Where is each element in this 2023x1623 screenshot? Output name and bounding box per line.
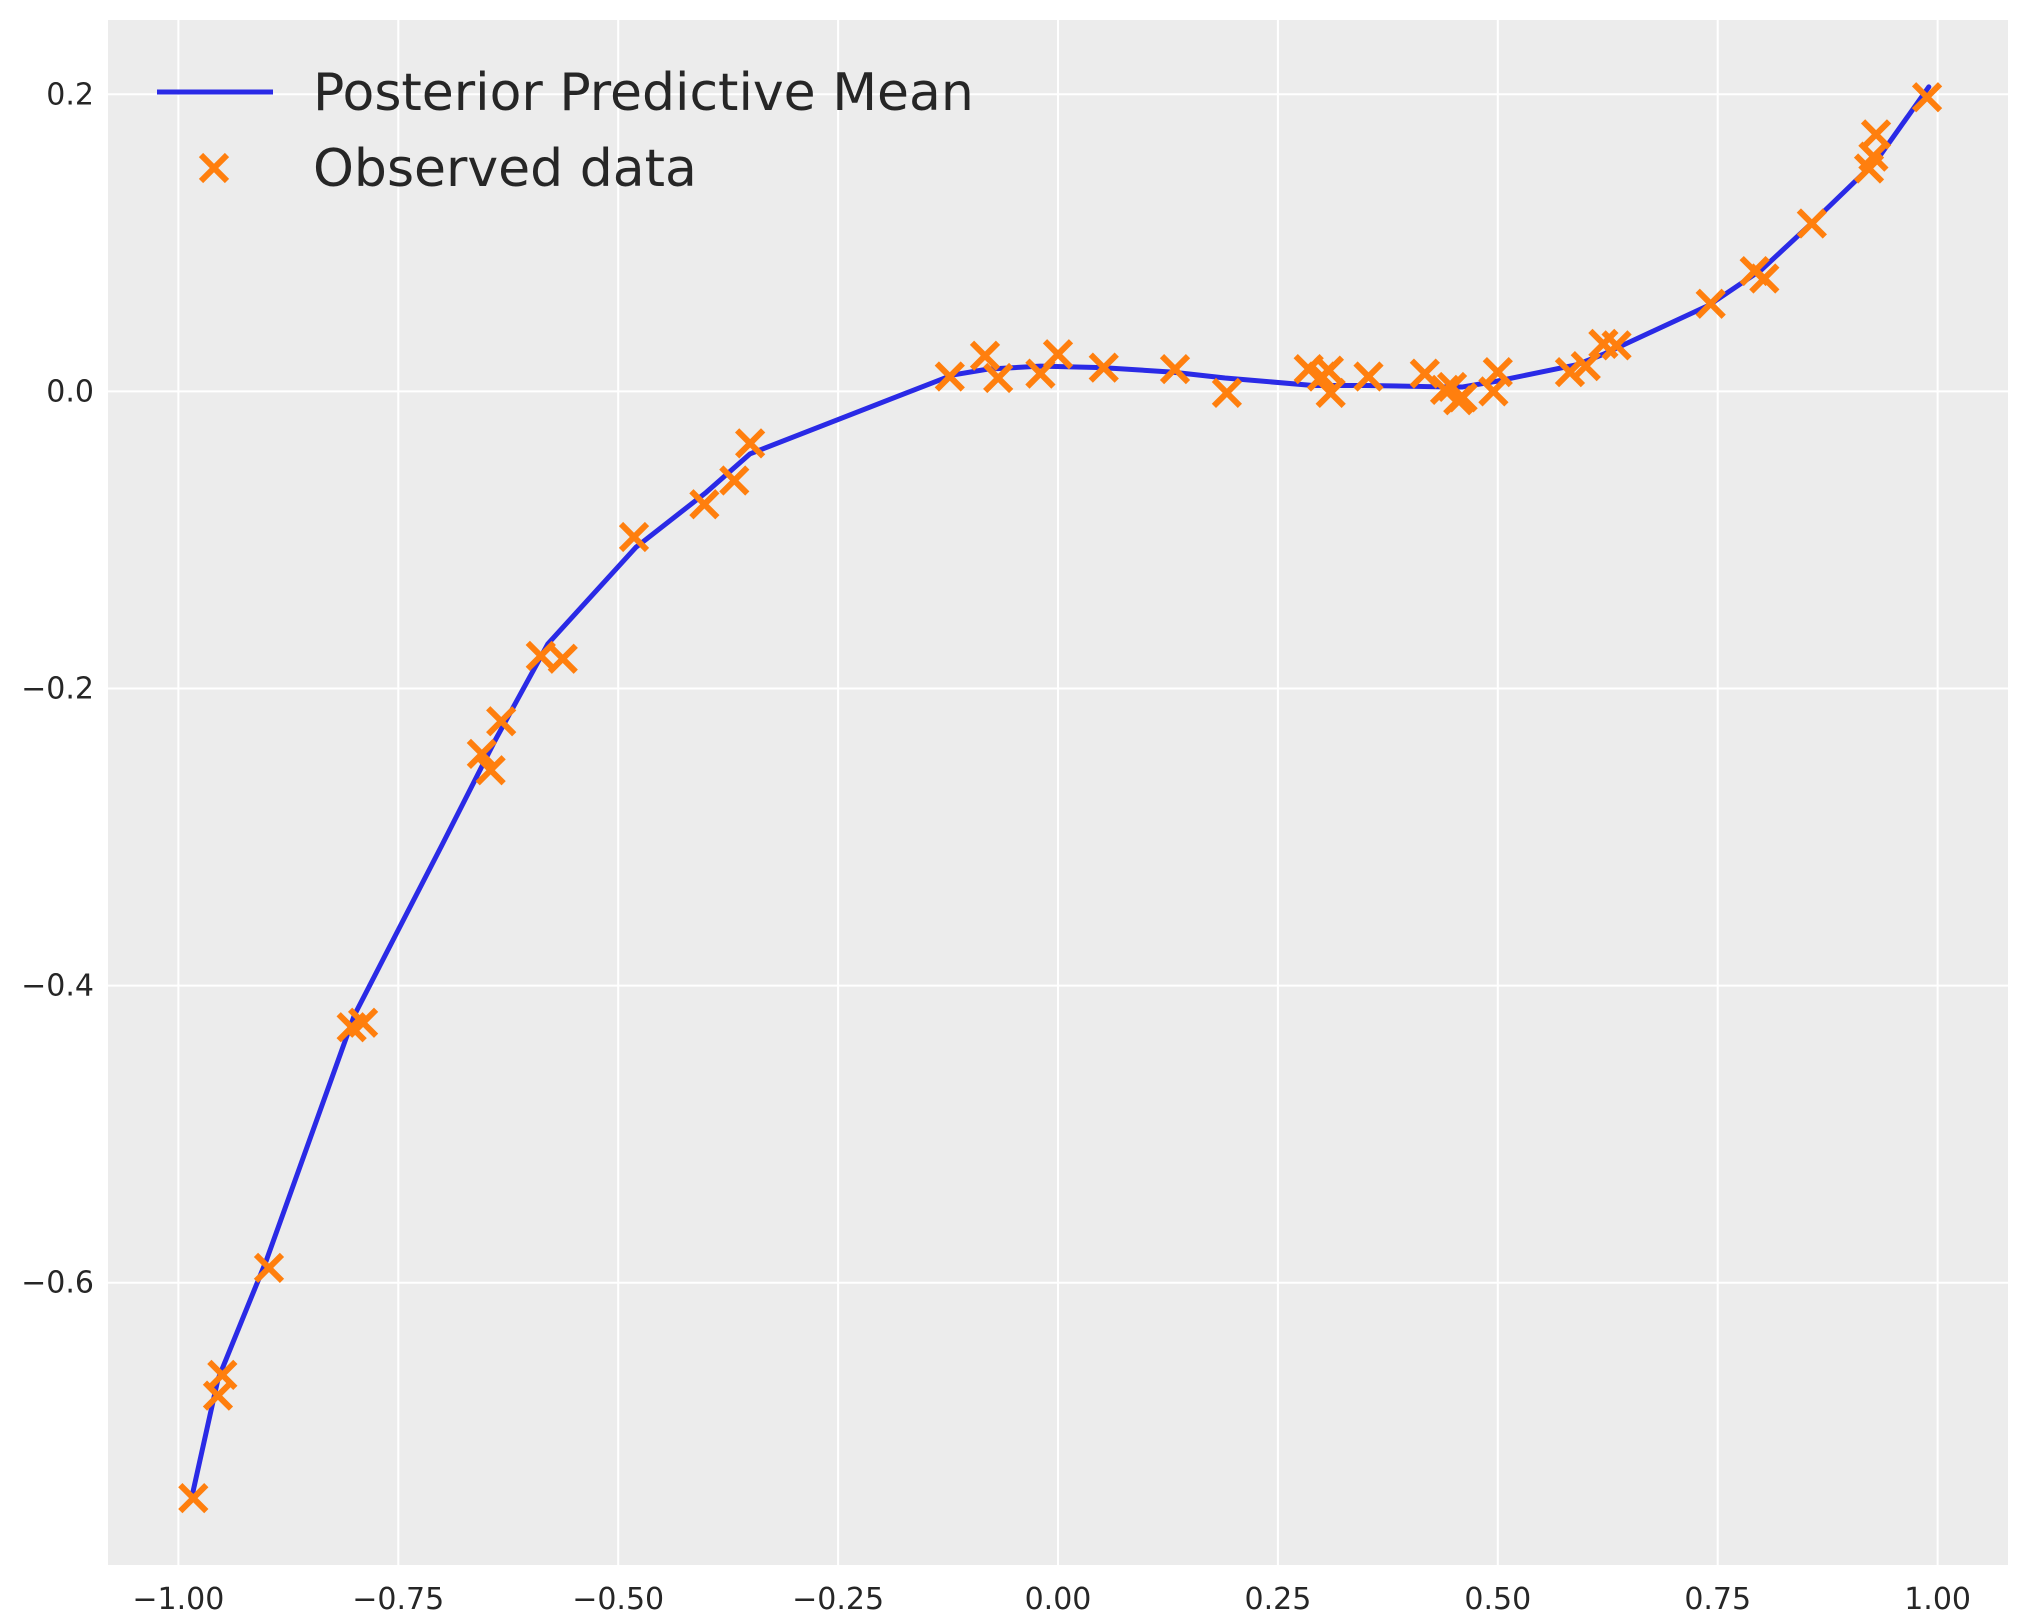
- grid-lines: [108, 20, 2008, 1565]
- y-tick-label: 0.0: [46, 374, 94, 409]
- x-tick-label: −0.25: [792, 1582, 884, 1617]
- observed-data-point: [934, 361, 965, 392]
- observed-data-point: [983, 362, 1014, 394]
- observed-data-point: [178, 1483, 209, 1514]
- observed-data-point: [1695, 288, 1726, 319]
- observed-data-point: [1860, 119, 1892, 150]
- legend: Posterior Predictive Mean Observed data: [157, 63, 974, 199]
- x-tick-label: 0.25: [1245, 1582, 1312, 1617]
- observed-data-point: [1911, 82, 1943, 113]
- observed-data-point: [1088, 352, 1119, 383]
- observed-data-point: [547, 643, 578, 674]
- y-axis-ticks: −0.6 −0.4 −0.2 0.0 0.2: [21, 77, 94, 1300]
- y-tick-label: −0.2: [21, 672, 94, 707]
- x-axis-ticks: −1.00 −0.75 −0.50 −0.25 0.00 0.25 0.50 0.75 1.00: [132, 1582, 1971, 1617]
- observed-data-point: [1554, 356, 1586, 388]
- observed-data-point: [1042, 339, 1074, 370]
- x-tick-label: 0.00: [1025, 1582, 1092, 1617]
- y-tick-label: −0.6: [21, 1266, 94, 1301]
- observed-data-point: [1570, 351, 1601, 382]
- series-observed-data: [178, 82, 1943, 1514]
- observed-data-point: [618, 521, 650, 553]
- observed-data-point: [1447, 382, 1478, 413]
- x-tick-label: 1.00: [1904, 1582, 1971, 1617]
- observed-data-point: [486, 706, 517, 737]
- observed-data-point: [1159, 353, 1191, 385]
- x-tick-label: −1.00: [132, 1582, 224, 1617]
- y-tick-label: −0.4: [21, 969, 94, 1004]
- legend-marker-swatch: [198, 152, 230, 184]
- legend-label-observed-data: Observed data: [313, 139, 697, 199]
- observed-data-point: [1601, 330, 1632, 361]
- x-tick-label: 0.50: [1464, 1582, 1531, 1617]
- observed-data-point: [347, 1007, 379, 1038]
- observed-data-point: [969, 340, 1001, 371]
- x-tick-label: −0.50: [572, 1582, 664, 1617]
- observed-data-point: [735, 428, 766, 459]
- observed-data-point: [1353, 361, 1384, 392]
- observed-data-point: [475, 755, 506, 786]
- x-tick-label: 0.75: [1684, 1582, 1751, 1617]
- observed-data-point: [1211, 377, 1243, 409]
- observed-data-point: [207, 1359, 238, 1390]
- observed-data-point: [1796, 208, 1827, 239]
- observed-data-point: [689, 489, 720, 520]
- observed-data-point: [1749, 263, 1780, 294]
- y-tick-label: 0.2: [46, 77, 94, 112]
- observed-data-point: [1315, 377, 1346, 409]
- observed-data-point: [719, 465, 750, 496]
- observed-data-point: [253, 1252, 285, 1284]
- observed-data-point: [466, 738, 497, 769]
- observed-data-point: [1482, 356, 1513, 388]
- x-tick-label: −0.75: [352, 1582, 444, 1617]
- legend-label-posterior-predictive-mean: Posterior Predictive Mean: [313, 63, 974, 123]
